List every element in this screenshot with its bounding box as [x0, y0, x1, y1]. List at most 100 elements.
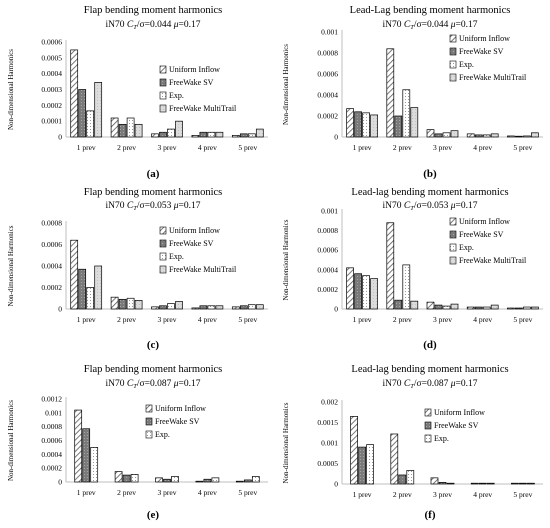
y-tick-label: 0.001 — [321, 28, 338, 37]
bar — [450, 130, 459, 138]
legend-swatch — [449, 34, 457, 43]
bar — [430, 477, 439, 485]
panel-label: (a) — [147, 168, 160, 180]
legend-swatch — [145, 417, 153, 426]
bar — [151, 133, 159, 138]
legend-swatch — [449, 243, 457, 252]
bar — [175, 120, 183, 138]
chart-panel-4: Lead-lag bending moment harmonics iN70 CT… — [282, 187, 543, 351]
x-tick-label: 3 prev — [433, 315, 452, 324]
bar — [126, 117, 135, 138]
bar — [78, 268, 87, 310]
bar — [466, 133, 475, 138]
bar — [346, 108, 354, 138]
x-tick-label: 1 prev — [353, 315, 372, 324]
legend-entry: FreeWake SV — [434, 421, 479, 430]
bar — [239, 305, 248, 310]
chart-subtitle: iN70 CT/σ=0.087 μ=0.17 — [383, 379, 478, 390]
legend-swatch — [449, 47, 457, 56]
y-tick-label: 0.0006 — [41, 436, 62, 445]
x-tick-label: 1 prev — [77, 315, 96, 324]
legend-entry: FreeWake SV — [169, 78, 214, 87]
bar — [122, 474, 131, 483]
y-axis-label: Non-dimensional Harmonics — [282, 44, 290, 125]
bar — [86, 110, 95, 138]
y-tick-label: 0.0008 — [41, 422, 62, 431]
legend: Uniform Inflow FreeWake SV Exp. FreeWake Mu… — [159, 226, 237, 274]
bar — [255, 128, 264, 138]
legend-swatch — [424, 408, 432, 417]
legend-swatch — [424, 434, 432, 443]
bar — [70, 49, 79, 138]
x-tick-label: 5 prev — [238, 315, 257, 324]
legend: Uniform Inflow FreeWake SV Exp. — [145, 404, 206, 439]
x-tick-label: 2 prev — [393, 143, 412, 152]
y-tick-label: 0.0008 — [317, 49, 338, 58]
y-tick-label: 0.0006 — [41, 38, 62, 47]
bar — [515, 307, 523, 310]
bar — [482, 306, 491, 310]
legend-entry: Uniform Inflow — [434, 408, 485, 417]
bar — [470, 482, 479, 485]
bar — [531, 306, 539, 310]
bar — [523, 306, 531, 310]
x-tick-label: 2 prev — [117, 143, 136, 152]
panel-label: (e) — [147, 509, 160, 521]
bar — [171, 476, 179, 483]
legend-entry: FreeWake SV — [155, 417, 200, 426]
legend-swatch — [159, 91, 167, 100]
legend-entry: FreeWake SV — [459, 230, 504, 239]
chart-subtitle: iN70 CT/σ=0.044 μ=0.17 — [383, 20, 478, 31]
legend-swatch — [159, 252, 167, 261]
bar — [370, 114, 378, 138]
chart-subtitle: iN70 CT/σ=0.053 μ=0.17 — [106, 201, 201, 212]
y-tick-label: 0 — [58, 133, 62, 142]
legend: Uniform Inflow FreeWake SV Exp. FreeWake Mu… — [449, 34, 527, 82]
x-tick-label: 4 prev — [198, 143, 217, 152]
legend-entry: Exp. — [155, 430, 170, 439]
bar — [134, 123, 143, 138]
legend-entry: Exp. — [434, 434, 449, 443]
bar — [519, 482, 527, 485]
bar — [155, 477, 163, 483]
y-tick-label: 0.0003 — [41, 85, 62, 94]
bar — [207, 131, 216, 138]
legend-entry: Uniform Inflow — [169, 226, 220, 235]
y-axis-label: Non-dimensional Harmonics — [282, 402, 290, 483]
y-axis-label: Non-dimensional Harmonics — [7, 49, 15, 130]
chart-title: Lead-Lag bending moment harmonics — [350, 5, 511, 16]
y-tick-label: 0.0002 — [41, 464, 62, 473]
chart-panel-1: Flap bending moment harmonics iN70 CT/σ=0… — [7, 5, 268, 180]
y-tick-label: 0.001 — [45, 408, 62, 417]
bar — [450, 303, 459, 310]
y-tick-label: 0.0008 — [41, 219, 62, 228]
bar — [82, 428, 91, 483]
bar — [426, 129, 435, 138]
chart-panel-5: Flap bending moment harmonics iN70 CT/σ=0… — [7, 364, 268, 521]
bar — [507, 307, 515, 310]
bar — [215, 305, 224, 310]
y-tick-label: 0.0005 — [41, 53, 62, 62]
bar — [446, 482, 455, 485]
bar — [159, 305, 167, 310]
bar — [167, 303, 175, 310]
y-tick-label: 0.0002 — [317, 112, 338, 121]
legend-entry: Uniform Inflow — [169, 65, 220, 74]
chart-subtitle: iN70 CT/σ=0.087 μ=0.17 — [106, 379, 201, 390]
x-tick-label: 3 prev — [158, 315, 177, 324]
legend-swatch — [449, 217, 457, 226]
bar — [110, 296, 119, 310]
legend-entry: Exp. — [459, 243, 474, 252]
y-axis-label: Non-dimensional Harmonics — [282, 219, 290, 300]
y-tick-label: 0.0006 — [41, 240, 62, 249]
y-tick-label: 0.0004 — [41, 262, 62, 271]
bar — [515, 135, 523, 138]
bar — [255, 304, 264, 310]
legend-entry: Uniform Inflow — [459, 34, 510, 43]
bar — [70, 239, 79, 310]
bar — [199, 131, 208, 138]
bar — [110, 117, 119, 138]
y-tick-label: 0.0008 — [317, 226, 338, 235]
bar — [231, 135, 240, 138]
